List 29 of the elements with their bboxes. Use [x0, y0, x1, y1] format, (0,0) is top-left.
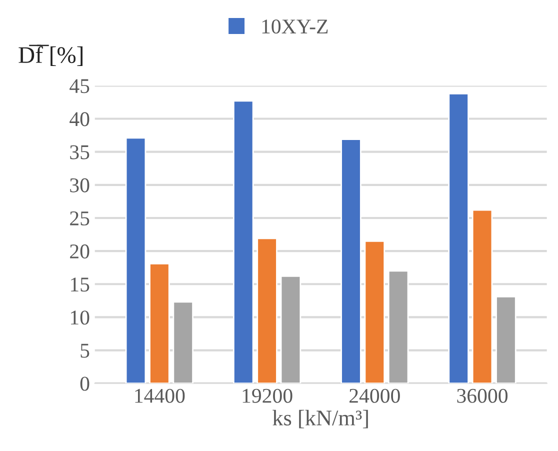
y-tick-label: 20: [70, 244, 90, 258]
x-tick-label: 19200: [242, 388, 292, 403]
y-axis-title: D̅f̅ [%]: [18, 44, 82, 66]
x-tick-label: 24000: [350, 388, 400, 403]
y-tick-label: 5: [80, 344, 90, 358]
bar: [256, 238, 278, 384]
y-tick-label: 40: [70, 112, 90, 126]
bar: [388, 270, 409, 384]
bar: [172, 301, 194, 384]
y-tick-label: 45: [70, 79, 90, 94]
y-tick-label: 15: [71, 278, 90, 292]
x-tick-label: 14400: [135, 388, 185, 403]
legend-label: 10XY-Z: [262, 19, 328, 34]
bar: [496, 296, 516, 384]
bar: [232, 100, 254, 384]
bar: [149, 262, 170, 384]
bar: [125, 137, 146, 384]
y-tick-label: 30: [70, 178, 90, 192]
y-tick-label: 25: [70, 211, 90, 226]
x-tick-label: 36000: [457, 388, 508, 403]
x-axis-title: ks [kN/m³]: [272, 410, 368, 428]
bar: [340, 138, 362, 384]
bar: [280, 275, 302, 384]
bar: [364, 240, 386, 384]
y-tick-label: 0: [80, 376, 90, 391]
bar: [448, 92, 469, 384]
y-tick-label: 10: [71, 310, 90, 325]
y-tick-label: 35: [70, 145, 90, 160]
bar: [472, 209, 493, 384]
